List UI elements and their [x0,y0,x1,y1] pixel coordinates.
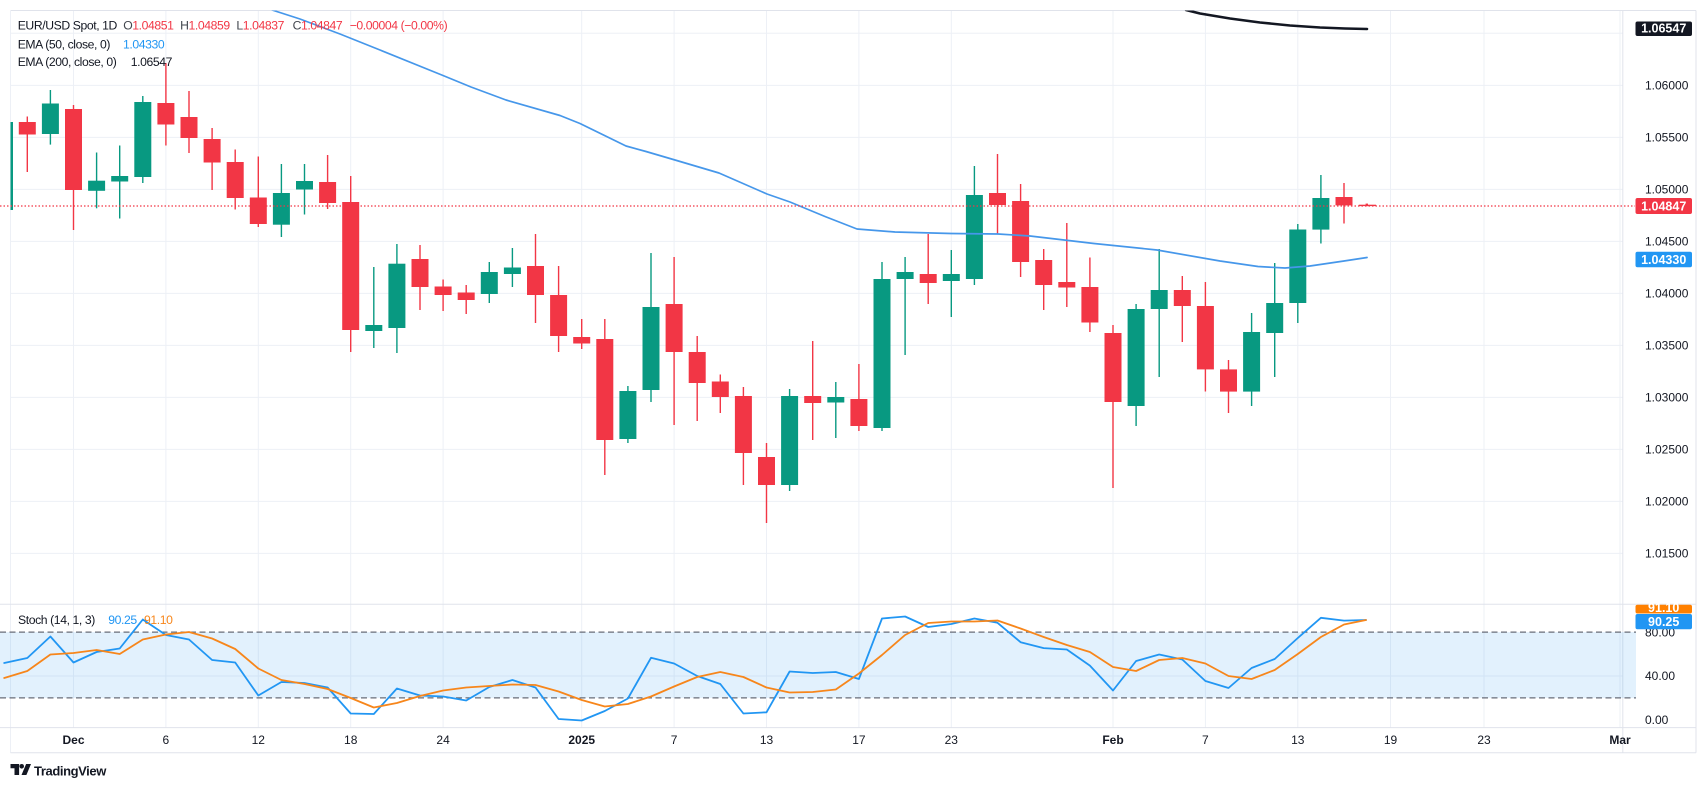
svg-text:1.05000: 1.05000 [1645,183,1689,197]
svg-text:EMA (200, close, 0): EMA (200, close, 0) [18,55,117,69]
svg-text:1.06547: 1.06547 [1641,22,1686,36]
svg-text:1.04330: 1.04330 [123,38,165,52]
svg-text:1.03500: 1.03500 [1645,339,1689,353]
svg-text:7: 7 [671,733,678,747]
svg-text:23: 23 [945,733,959,747]
svg-text:1.06000: 1.06000 [1645,79,1689,93]
svg-text:1.04500: 1.04500 [1645,235,1689,249]
svg-text:H1.04859: H1.04859 [180,18,230,32]
svg-text:1.03000: 1.03000 [1645,391,1689,405]
svg-text:−0.00004 (−0.00%): −0.00004 (−0.00%) [350,18,448,32]
svg-text:12: 12 [252,733,266,747]
svg-text:18: 18 [344,733,358,747]
svg-text:L1.04837: L1.04837 [236,18,284,32]
svg-text:1.02500: 1.02500 [1645,443,1689,457]
svg-text:Dec: Dec [62,733,84,747]
svg-text:1.06547: 1.06547 [131,55,173,69]
svg-text:EUR/USD Spot, 1D: EUR/USD Spot, 1D [18,18,118,32]
svg-text:Feb: Feb [1102,733,1123,747]
svg-text:EMA (50, close, 0): EMA (50, close, 0) [18,38,111,52]
svg-text:1.04847: 1.04847 [1641,199,1686,213]
svg-text:7: 7 [1202,733,1209,747]
svg-text:1.01500: 1.01500 [1645,547,1689,561]
svg-text:Mar: Mar [1609,733,1631,747]
svg-text:2025: 2025 [568,733,595,747]
svg-text:91.10: 91.10 [1648,601,1679,615]
svg-text:23: 23 [1477,733,1491,747]
svg-text:40.00: 40.00 [1645,669,1675,683]
svg-text:91.10: 91.10 [144,613,173,627]
svg-text:90.25: 90.25 [1648,615,1679,629]
svg-text:90.25: 90.25 [108,613,137,627]
svg-text:1.05500: 1.05500 [1645,131,1689,145]
svg-text:Stoch (14, 1, 3): Stoch (14, 1, 3) [18,613,95,627]
svg-text:1.02000: 1.02000 [1645,495,1689,509]
svg-text:13: 13 [760,733,774,747]
svg-text:1.04000: 1.04000 [1645,287,1689,301]
svg-text:C1.04847: C1.04847 [293,18,343,32]
svg-text:1.04330: 1.04330 [1641,253,1686,267]
svg-text:13: 13 [1291,733,1305,747]
svg-text:17: 17 [852,733,866,747]
svg-text:19: 19 [1384,733,1398,747]
svg-text:0.00: 0.00 [1645,713,1669,727]
svg-text:24: 24 [436,733,450,747]
svg-text:TradingView: TradingView [34,764,107,779]
svg-text:6: 6 [163,733,170,747]
svg-text:O1.04851: O1.04851 [123,18,174,32]
